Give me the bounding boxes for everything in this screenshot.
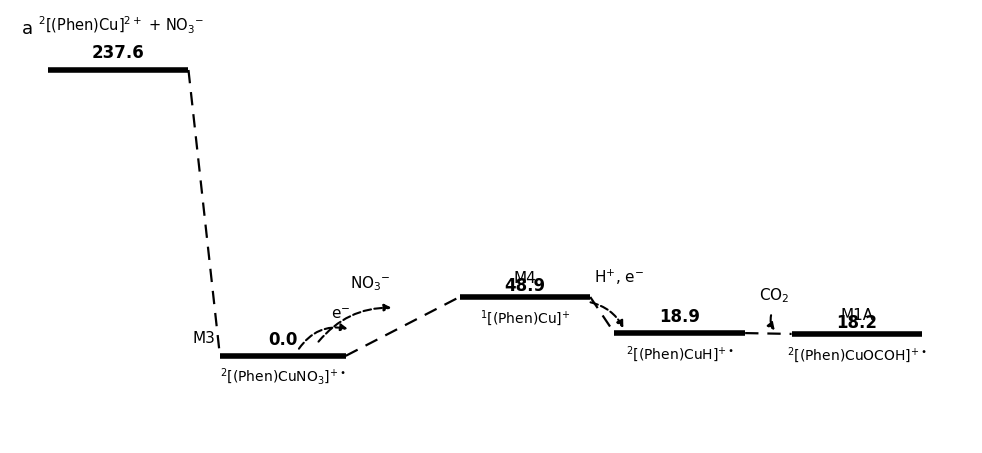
Text: 18.2: 18.2: [837, 313, 878, 332]
Text: 18.9: 18.9: [659, 308, 700, 326]
Text: M1A: M1A: [841, 308, 874, 323]
Text: 0.0: 0.0: [268, 331, 298, 349]
Text: $^{2}$[(Phen)CuH]$^{+\bullet}$: $^{2}$[(Phen)CuH]$^{+\bullet}$: [626, 344, 734, 364]
Text: e$^{-}$: e$^{-}$: [331, 307, 351, 322]
Text: $^{2}$[(Phen)CuNO$_{3}$]$^{+\bullet}$: $^{2}$[(Phen)CuNO$_{3}$]$^{+\bullet}$: [220, 366, 346, 387]
Text: M3: M3: [192, 331, 215, 346]
Text: CO$_{2}$: CO$_{2}$: [759, 287, 790, 305]
Text: M4: M4: [514, 271, 536, 286]
Text: $^{2}$[(Phen)Cu]$^{2+}$ + NO$_{3}$$^{-}$: $^{2}$[(Phen)Cu]$^{2+}$ + NO$_{3}$$^{-}$: [38, 15, 204, 36]
Text: 48.9: 48.9: [505, 277, 545, 294]
Text: a: a: [22, 20, 32, 38]
Text: $^{1}$[(Phen)Cu]$^{+}$: $^{1}$[(Phen)Cu]$^{+}$: [479, 308, 571, 328]
Text: H$^{+}$, e$^{-}$: H$^{+}$, e$^{-}$: [594, 268, 644, 287]
Text: $^{2}$[(Phen)CuOCOH]$^{+\bullet}$: $^{2}$[(Phen)CuOCOH]$^{+\bullet}$: [787, 345, 927, 365]
Text: 237.6: 237.6: [92, 43, 144, 62]
Text: NO$_{3}$$^{-}$: NO$_{3}$$^{-}$: [350, 275, 391, 293]
